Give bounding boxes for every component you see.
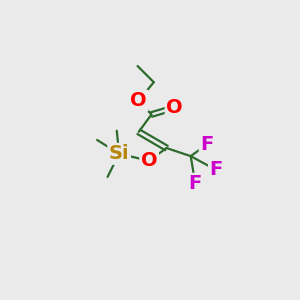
- Text: O: O: [166, 98, 183, 117]
- Text: O: O: [141, 151, 158, 170]
- Text: Si: Si: [109, 144, 129, 163]
- Text: F: F: [189, 174, 202, 193]
- Text: F: F: [209, 160, 223, 179]
- Text: O: O: [130, 91, 147, 110]
- Text: F: F: [200, 135, 214, 154]
